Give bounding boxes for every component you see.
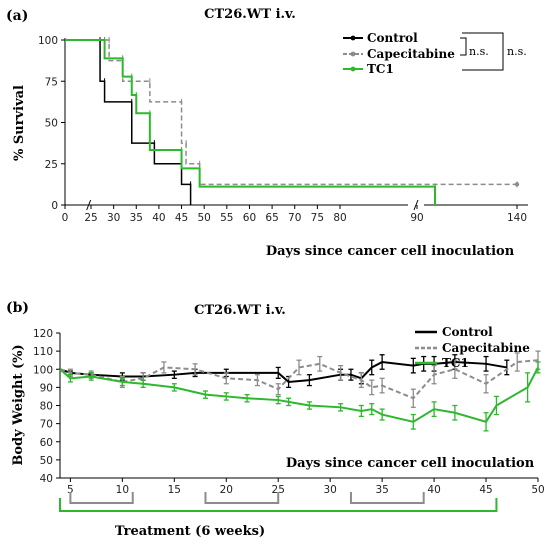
panel-a-plot: 0 25 50 75 100 0 25 30 35 40 45 50 55 60 65 70 75 80 90 140… [38, 31, 528, 224]
panel-a-xtick-0: 0 [62, 212, 69, 224]
panel-b-xtick-20: 20 [220, 484, 233, 496]
panel-a-axis-break-1 [86, 199, 92, 211]
panel-b-label: (b) [6, 300, 29, 316]
panel-a-xtick-80: 80 [333, 212, 346, 224]
panel-b-ytick-70: 70 [40, 419, 53, 431]
treatment-label: Treatment (6 weeks) [115, 524, 265, 539]
panel-a-legend-marker [350, 66, 356, 72]
panel-b-xtick-35: 35 [375, 484, 388, 496]
panel-a-ytick-25: 25 [45, 159, 58, 171]
treatment-bracket [59, 498, 498, 512]
panel-a-xtick-55: 55 [220, 212, 233, 224]
panel-a-series-control [65, 39, 192, 205]
panel-b-xtick-30: 30 [323, 484, 336, 496]
panel-a-xtick-65: 65 [265, 212, 278, 224]
panel-a-xtick-60: 60 [243, 212, 256, 224]
panel-b-xtick-5: 5 [67, 484, 74, 496]
panel-a-xtick-75: 75 [311, 212, 324, 224]
panel-a-series-tc1 [65, 39, 436, 205]
panel-a-series-capecitabine [65, 39, 517, 186]
panel-a-xtick-35: 35 [130, 212, 143, 224]
panel-b-plot: 40 50 60 70 80 90 100 110 120 5 10 15 20 25 30 35 40 45 50… [33, 325, 545, 512]
panel-b-xtick-50: 50 [531, 484, 544, 496]
capecitabine-block-3 [349, 492, 425, 504]
panel-b-ytick-100: 100 [33, 364, 53, 376]
panel-a-ytick-0: 0 [51, 200, 58, 212]
panel-a-legend-marker [350, 35, 356, 41]
capecitabine-block-1 [69, 492, 134, 504]
panel-a-xtick-30: 30 [107, 212, 120, 224]
panel-a-xtick-50: 50 [197, 212, 210, 224]
panel-a-legend-marker [350, 51, 356, 57]
panel-b-ytick-60: 60 [40, 437, 53, 449]
panel-a-label: (a) [6, 8, 28, 24]
panel-b-legend-tc1: TC1 [442, 356, 469, 370]
panel-b-series-tc1 [59, 366, 539, 423]
panel-a-bracket-inner [460, 37, 467, 56]
panel-a-xtick-90: 90 [410, 212, 423, 224]
panel-b-ylabel: Body Weight (%) [11, 344, 26, 465]
panel-b-xtick-40: 40 [427, 484, 440, 496]
capecitabine-block-2 [204, 492, 280, 504]
panel-a-ytick-75: 75 [45, 76, 58, 88]
panel-a-end-point [514, 182, 520, 187]
panel-a-legend-tc1: TC1 [367, 62, 394, 76]
panel-a-ytick-100: 100 [38, 35, 58, 47]
panel-b-legend-capecitabine: Capecitabine [442, 341, 530, 355]
panel-a-xtick-40: 40 [152, 212, 165, 224]
panel-a-xlabel: Days since cancer cell inoculation [266, 244, 515, 259]
panel-a-xtick-45: 45 [175, 212, 188, 224]
panel-b-xlabel: Days since cancer cell inoculation [286, 456, 535, 471]
panel-b-ytick-110: 110 [33, 346, 53, 358]
panel-b-ytick-40: 40 [40, 473, 53, 485]
panel-a-ns-2: n.s. [507, 45, 527, 58]
panel-b-ytick-50: 50 [40, 455, 53, 467]
panel-b-xtick-15: 15 [168, 484, 181, 496]
panel-b-title: CT26.WT i.v. [194, 303, 286, 318]
panel-a-ytick-50: 50 [45, 118, 58, 130]
panel-b-ytick-120: 120 [33, 328, 53, 340]
panel-b-series-capecitabine [59, 359, 539, 400]
panel-b-xtick-45: 45 [479, 484, 492, 496]
panel-a-legend-capecitabine: Capecitabine [367, 47, 455, 61]
panel-b-series-control [59, 360, 507, 383]
panel-b-ytick-90: 90 [40, 382, 53, 394]
panel-a-xtick-140: 140 [507, 212, 527, 224]
panel-a-ns-1: n.s. [469, 45, 489, 58]
panel-b-legend-control: Control [442, 325, 493, 339]
panel-a-axis-break-2 [413, 199, 419, 211]
panel-a-legend-control: Control [367, 31, 418, 45]
panel-a-bracket-outer [462, 32, 504, 71]
panel-b-xtick-10: 10 [116, 484, 129, 496]
panel-a-title: CT26.WT i.v. [204, 7, 296, 22]
panel-a-xtick-70: 70 [288, 212, 301, 224]
panel-a-ylabel: % Survival [12, 85, 27, 161]
panel-b-xtick-25: 25 [272, 484, 285, 496]
panel-b-ytick-80: 80 [40, 401, 53, 413]
panel-a-xtick-25: 25 [84, 212, 97, 224]
